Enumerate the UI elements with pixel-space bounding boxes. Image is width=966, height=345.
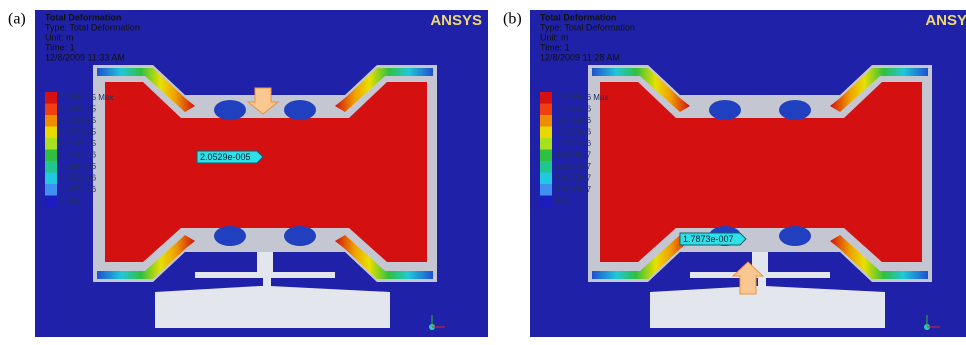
cavity (779, 226, 811, 246)
legend-swatch (540, 104, 552, 116)
logo: ANSYS (430, 12, 482, 29)
legend-label: 1.3225e-6 (555, 128, 592, 137)
legend-swatch (45, 184, 57, 196)
legend-swatch (45, 115, 57, 127)
legend-label: 4.4085e-7 (555, 174, 592, 183)
result-info: Type: Total Deformation (45, 22, 140, 32)
legend-label: 1.7009e-5 (60, 116, 97, 125)
result-info: 12/8/2009 11:28 AM (540, 52, 620, 62)
legend-swatch (45, 150, 57, 162)
legend-label: 4.8598e-6 (60, 174, 97, 183)
cavity (214, 100, 246, 120)
legend-swatch (540, 184, 552, 196)
legend-swatch (540, 161, 552, 173)
legend-swatch (540, 115, 552, 127)
legend-label: 9.7196e-6 (60, 151, 97, 160)
legend-label: 8.8169e-7 (555, 151, 592, 160)
base (650, 286, 885, 328)
result-title: Total Deformation (45, 12, 121, 22)
legend-label: 1.4579e-5 (60, 128, 97, 137)
legend-swatch (45, 196, 57, 208)
legend-label: 2.4299e-6 (60, 185, 97, 194)
legend-label: 1.1021e-6 (555, 139, 592, 148)
legend-swatch (540, 196, 552, 208)
legend-label: 1.5430e-6 (555, 116, 592, 125)
cavity (214, 226, 246, 246)
logo: ANSYS (925, 12, 966, 29)
legend-swatch (540, 150, 552, 162)
legend-swatch (45, 161, 57, 173)
legend-swatch (45, 173, 57, 185)
result-info: Unit: m (45, 32, 74, 42)
cavity (284, 100, 316, 120)
panel-label: (b) (503, 11, 522, 28)
result-info: Time: 1 (45, 42, 75, 52)
panel-label: (a) (8, 11, 26, 28)
legend-swatch (45, 92, 57, 104)
cavity (779, 100, 811, 120)
legend-label: 0 Min (60, 197, 80, 206)
cavity (709, 100, 741, 120)
result-info: 12/8/2009 11:33 AM (45, 52, 125, 62)
legend-swatch (45, 138, 57, 150)
legend-label: 1.7634e-6 (555, 105, 592, 114)
legend-swatch (540, 127, 552, 139)
figure: (a)Total DeformationType: Total Deformat… (0, 0, 966, 340)
result-title: Total Deformation (540, 12, 616, 22)
legend-swatch (45, 104, 57, 116)
legend-label: 1.9838e-6 Max (555, 93, 608, 102)
legend-swatch (540, 173, 552, 185)
legend-label: 1.2149e-5 (60, 139, 97, 148)
legend-swatch (45, 127, 57, 139)
cavity (284, 226, 316, 246)
legend-label: 7.2897e-6 (60, 162, 97, 171)
result-info: Type: Total Deformation (540, 22, 635, 32)
legend-label: 1.9439e-5 (60, 105, 97, 114)
result-info: Time: 1 (540, 42, 570, 52)
legend-label: 6.6127e-7 (555, 162, 592, 171)
result-info: Unit: m (540, 32, 569, 42)
legend-swatch (540, 92, 552, 104)
probe-value: 1.7873e-007 (683, 234, 734, 244)
legend-swatch (540, 138, 552, 150)
base (155, 286, 390, 328)
legend-label: 0 Min (555, 197, 575, 206)
probe-value: 2.0529e-005 (200, 152, 251, 162)
legend-label: 2.2042e-7 (555, 185, 592, 194)
legend-label: 2.1869e-5 Max (60, 93, 113, 102)
